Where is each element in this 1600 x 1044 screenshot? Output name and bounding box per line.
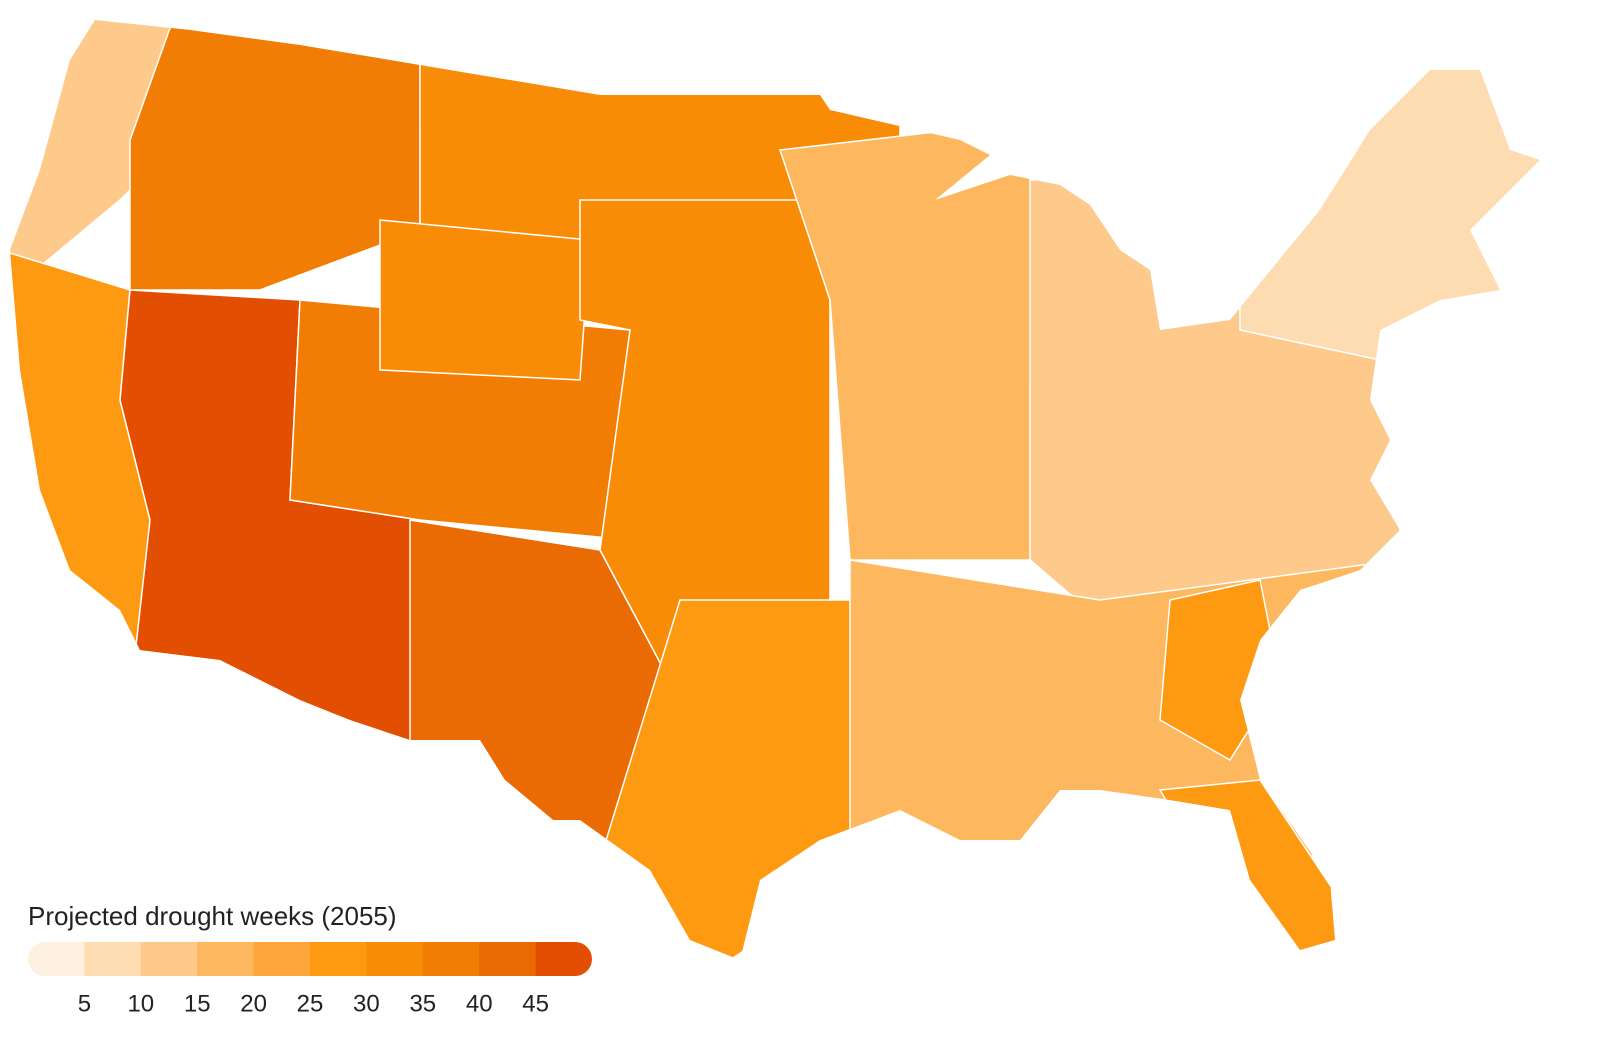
legend-tick-label: 15 [184, 990, 211, 1017]
legend-swatch [366, 942, 424, 976]
legend-tick-label: 40 [466, 990, 493, 1017]
legend-tick-label: 35 [409, 990, 436, 1017]
legend-swatch [422, 942, 480, 976]
legend-swatch [28, 942, 85, 976]
legend-swatch [197, 942, 255, 976]
legend-tick-label: 25 [297, 990, 324, 1017]
legend-swatch [310, 942, 367, 976]
legend-swatch [140, 942, 198, 976]
legend-title: Projected drought weeks (2055) [28, 901, 397, 931]
legend-swatch [84, 942, 142, 976]
map-regions [10, 20, 1540, 960]
legend-tick-label: 45 [522, 990, 549, 1017]
legend: 5 10 15 20 25 30 35 40 45 [28, 942, 592, 1017]
map-region [129, 20, 421, 291]
map-region [379, 219, 591, 381]
legend-bar [28, 942, 592, 976]
legend-swatch [535, 942, 592, 976]
legend-tick-label: 30 [353, 990, 380, 1017]
legend-swatch [253, 942, 311, 976]
map-region [1158, 779, 1341, 960]
map-region [1239, 20, 1540, 361]
legend-tick-label: 10 [127, 990, 154, 1017]
legend-tick-label: 5 [78, 990, 91, 1017]
map-region [849, 559, 1401, 902]
legend-swatch [479, 942, 537, 976]
legend-tick-label: 20 [240, 990, 267, 1017]
